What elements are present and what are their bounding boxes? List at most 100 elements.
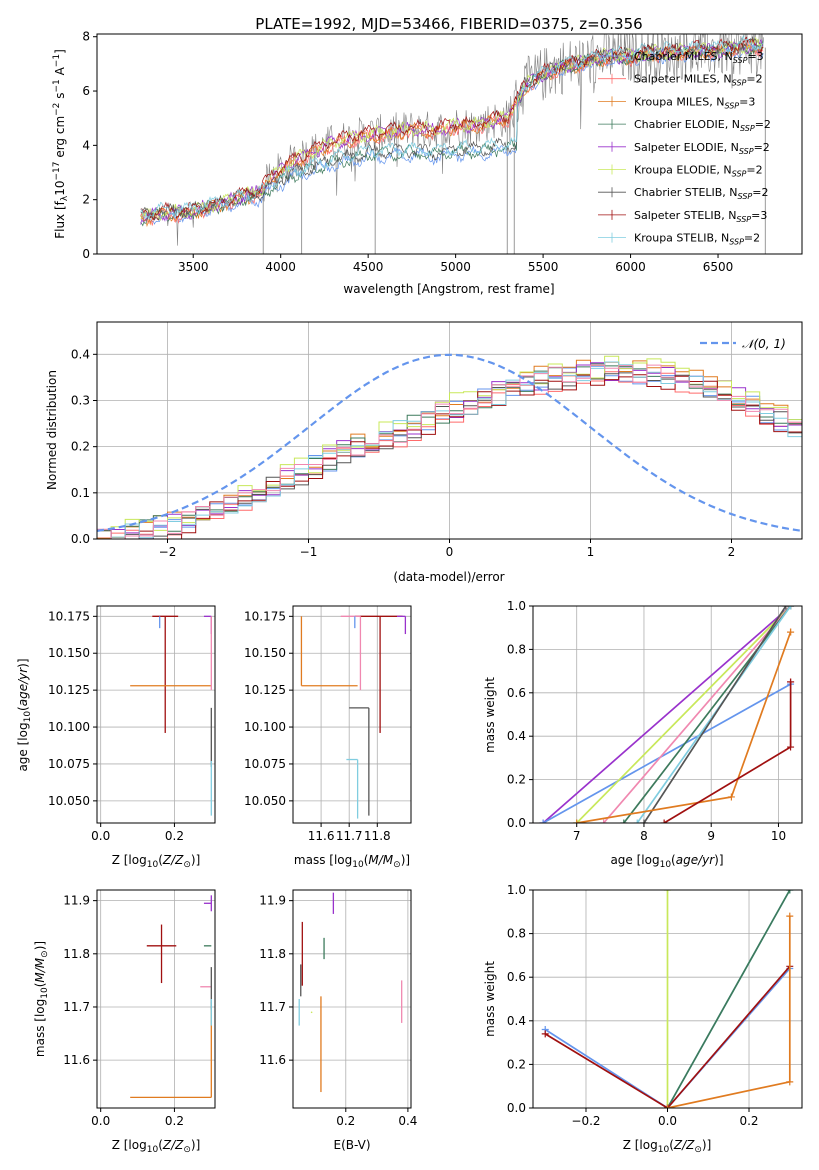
series-line (667, 916, 791, 1108)
x-tick-label: 2 (728, 545, 736, 559)
series-marker (600, 819, 608, 823)
error-bar-marker (300, 616, 358, 687)
y-tick-label: 6 (82, 84, 90, 98)
histogram-series (97, 364, 802, 539)
x-tick-label: 4000 (265, 260, 296, 274)
y-tick-label: 10.150 (244, 646, 286, 660)
series-marker (640, 819, 648, 823)
mass-vs-metallicity-panel: 0.0 0.2 11.6 11.7 11.8 11.9 mass [log10(M/M⊙)]… (33, 889, 216, 1155)
age-vs-metallicity-panel: 0.0 0.2 10.050 10.075 10.100 10.125 10.150 10.1… (16, 605, 216, 870)
error-bar-marker (203, 615, 212, 635)
y-tick-label: 10.075 (244, 757, 286, 771)
y-tick-label: 11.6 (63, 1053, 90, 1067)
y-tick-label: 10.175 (48, 609, 90, 623)
plot-area (298, 892, 403, 1093)
x-tick-label: 6500 (703, 260, 734, 274)
x-tick-label: 0.0 (91, 829, 110, 843)
y-tick-label: 10.050 (244, 794, 286, 808)
series-line (663, 682, 792, 823)
y-tick-label: 0.1 (71, 486, 90, 500)
x-tick-label: 0.4 (398, 1114, 417, 1128)
y-tick-label: 10.150 (48, 646, 90, 660)
mass-weight-vs-age-panel: 7 8 9 10 0.0 0.2 0.4 0.6 0.8 1.0 mass weight age [l… (483, 599, 803, 870)
x-axis-title: Z [log10(Z/Z⊙)] (112, 853, 201, 870)
series-line (576, 606, 792, 823)
axes-frame (96, 33, 803, 255)
model-spectrum-line (140, 34, 764, 220)
y-tick-label: 11.7 (259, 1000, 286, 1014)
x-tick-label: 11.8 (364, 829, 391, 843)
x-tick-label: 0.0 (658, 1114, 677, 1128)
residual-histogram-panel: −2 −1 0 1 2 0.0 0.1 0.2 0.3 0.4 Normed distributio… (45, 321, 803, 584)
series-marker (787, 743, 795, 751)
series-line (544, 965, 791, 1108)
series-line (576, 631, 792, 823)
error-bar-marker (310, 1011, 313, 1014)
y-tick-label: 0.6 (507, 970, 526, 984)
series-marker (786, 890, 794, 894)
series-marker (541, 1030, 549, 1038)
y-tick-label: 0.8 (507, 927, 526, 941)
x-tick-label: 5000 (440, 260, 471, 274)
y-tick-label: 0.2 (507, 1057, 526, 1071)
error-bar-marker (346, 758, 359, 819)
y-tick-label: 0.0 (507, 1101, 526, 1115)
series-line (602, 606, 792, 823)
x-axis-title: age [log10(age/yr)] (610, 853, 723, 870)
axes-frame (532, 605, 803, 824)
y-tick-label: 10.125 (244, 683, 286, 697)
plot-area (539, 606, 795, 823)
series-line (542, 683, 792, 823)
series-marker (786, 912, 794, 920)
y-axis-title: mass weight (483, 677, 497, 753)
x-tick-label: 0 (446, 545, 454, 559)
x-tick-label: −0.2 (571, 1114, 600, 1128)
series-marker (620, 819, 628, 823)
x-axis-title: Z [log10(Z/Z⊙)] (112, 1138, 201, 1155)
axes-frame (96, 889, 216, 1109)
y-tick-label: 2 (82, 193, 90, 207)
series-marker (664, 1104, 671, 1108)
series-marker (787, 606, 795, 610)
error-bar-marker (146, 924, 177, 984)
error-bar-marker (152, 615, 179, 733)
series-line (643, 606, 787, 823)
model-spectrum-line (140, 36, 764, 221)
y-tick-label: 10.100 (48, 720, 90, 734)
figure-title: PLATE=1992, MJD=53466, FIBERID=0375, z=0… (255, 15, 642, 33)
series-marker (660, 819, 668, 823)
y-axis-title: Normed distribution (45, 370, 59, 490)
x-tick-label: 0.2 (336, 1114, 355, 1128)
y-tick-label: 8 (82, 30, 90, 44)
spectrum-panel: 3500 4000 4500 5000 5500 6000 6500 0 2 4 6 8 Flux [f… (52, 30, 803, 296)
error-bar-marker (354, 615, 403, 733)
x-tick-label: 4500 (353, 260, 384, 274)
y-axis-title: age [log10(age/yr)] (16, 658, 33, 771)
series-line (542, 606, 792, 823)
x-axis-title: mass [log10(M/M⊙)] (294, 853, 410, 870)
y-tick-label: 1.0 (507, 599, 526, 613)
y-tick-label: 0.3 (71, 393, 90, 407)
x-tick-label: 8 (640, 829, 648, 843)
x-tick-label: 0.2 (165, 829, 184, 843)
x-tick-label: 7 (573, 829, 581, 843)
axes-frame (292, 889, 412, 1109)
data-point (310, 1011, 313, 1014)
y-tick-label: 0.0 (71, 532, 90, 546)
series-line (636, 606, 792, 823)
plot-area (300, 615, 407, 819)
age-vs-mass-panel: 11.6 11.7 11.8 10.050 10.075 10.100 10.125 10.1… (244, 605, 412, 870)
x-tick-label: −1 (300, 545, 318, 559)
series-line (666, 890, 791, 1108)
x-tick-label: 11.7 (336, 829, 363, 843)
series-marker (727, 793, 735, 801)
x-tick-label: 1 (587, 545, 595, 559)
legend-entry: 𝒩(0, 1) (742, 337, 786, 351)
y-tick-label: 0.8 (507, 642, 526, 656)
legend-entry: Chabrier STELIB, NSSP=2 (634, 186, 768, 201)
error-bar-marker (203, 895, 212, 912)
series-marker (664, 890, 671, 894)
y-tick-label: 0.2 (71, 440, 90, 454)
error-bar-marker (130, 1001, 212, 1099)
